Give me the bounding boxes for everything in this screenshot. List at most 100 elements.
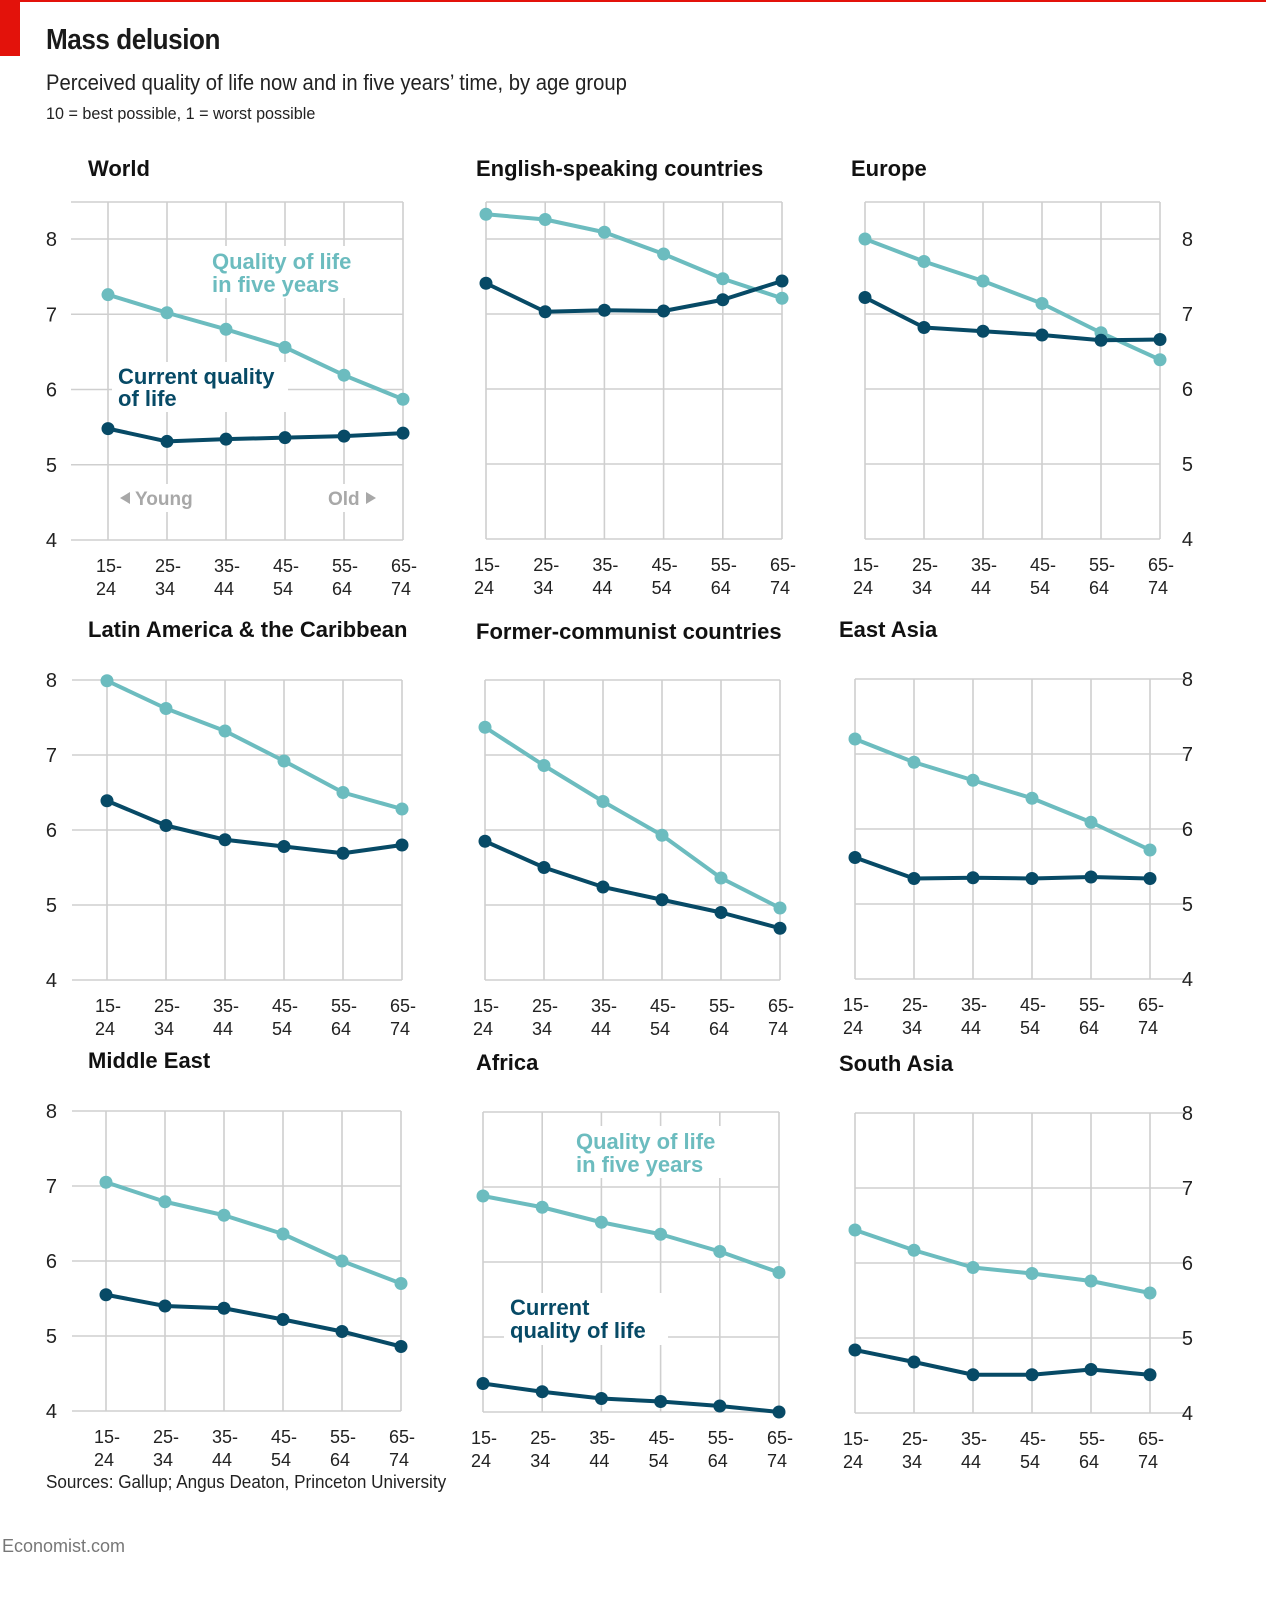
data-point-current xyxy=(907,872,921,885)
data-point-future xyxy=(277,754,291,768)
series-line-future xyxy=(107,292,404,402)
x-tick-label: 35- xyxy=(214,556,240,576)
x-tick-label: 45- xyxy=(271,1427,297,1447)
x-tick-label: 74 xyxy=(390,1019,410,1039)
data-point-current xyxy=(335,1325,349,1338)
x-tick-label: 54 xyxy=(1020,1452,1040,1472)
arrow-left-icon xyxy=(120,492,130,504)
data-point-current xyxy=(1094,333,1108,347)
x-tick-label: 55- xyxy=(330,1427,356,1447)
x-tick-label: 55- xyxy=(711,555,737,575)
panel-title-middle-east: Middle East xyxy=(88,1048,211,1073)
x-tick-label: 65- xyxy=(389,1427,415,1447)
series-line-current xyxy=(854,1348,1151,1377)
data-point-future xyxy=(907,755,921,769)
scale-note: 10 = best possible, 1 = worst possible xyxy=(46,104,316,123)
x-tick-label: 64 xyxy=(708,1451,728,1471)
x-tick-label: 45- xyxy=(1020,1429,1046,1449)
x-tick-label: 64 xyxy=(711,578,731,598)
series-line-future xyxy=(106,678,403,811)
x-tick-label: 34 xyxy=(155,579,175,599)
data-point-current xyxy=(1143,872,1157,885)
data-point-current xyxy=(716,293,730,307)
data-point-current xyxy=(772,1405,786,1419)
x-tick-label: 65- xyxy=(1148,555,1174,575)
data-point-future xyxy=(907,1243,921,1257)
x-tick-label: 35- xyxy=(592,555,618,575)
data-point-current xyxy=(395,838,409,852)
data-point-current xyxy=(101,422,115,436)
x-tick-label: 65- xyxy=(768,996,794,1016)
series-label-current: quality of life xyxy=(510,1318,646,1343)
series-line-future xyxy=(482,1194,780,1275)
data-point-current xyxy=(218,833,232,847)
y-tick-label: 5 xyxy=(46,455,57,477)
x-tick-label: 34 xyxy=(154,1019,174,1039)
x-tick-label: 64 xyxy=(330,1450,350,1470)
x-tick-label: 44 xyxy=(971,578,991,598)
x-tick-label: 35- xyxy=(212,1427,238,1447)
data-point-current xyxy=(597,303,611,317)
data-point-future xyxy=(1035,297,1049,310)
data-point-current xyxy=(596,880,610,894)
data-point-current xyxy=(966,1368,980,1382)
x-tick-label: 24 xyxy=(471,1451,491,1471)
data-point-current xyxy=(917,321,931,334)
data-point-future xyxy=(848,732,862,746)
label-backdrop xyxy=(206,246,366,298)
y-tick-label: 6 xyxy=(1182,379,1193,401)
data-point-current xyxy=(160,434,174,448)
panel-title-world: World xyxy=(88,156,150,181)
x-tick-label: 54 xyxy=(271,1450,291,1470)
series-line-current xyxy=(484,839,781,931)
x-tick-label: 15- xyxy=(474,555,500,575)
data-point-current xyxy=(1084,1363,1098,1376)
data-point-current xyxy=(100,794,114,808)
x-tick-label: 65- xyxy=(770,555,796,575)
data-point-current xyxy=(657,304,671,318)
y-tick-label: 6 xyxy=(46,820,57,842)
x-tick-label: 74 xyxy=(391,579,411,599)
x-tick-label: 55- xyxy=(1079,1429,1105,1449)
chart-title: Mass delusion xyxy=(46,24,220,56)
y-tick-label: 4 xyxy=(1182,529,1193,551)
y-tick-label: 6 xyxy=(1182,1253,1193,1275)
x-tick-label: 64 xyxy=(709,1019,729,1039)
young-label: Young xyxy=(135,489,193,510)
data-point-future xyxy=(594,1215,608,1229)
x-tick-label: 64 xyxy=(1079,1018,1099,1038)
x-tick-label: 44 xyxy=(213,1019,233,1039)
x-tick-label: 44 xyxy=(961,1452,981,1472)
y-tick-label: 7 xyxy=(1182,304,1193,326)
data-point-future xyxy=(276,1227,290,1241)
x-tick-label: 55- xyxy=(331,996,357,1016)
y-tick-label: 6 xyxy=(46,380,57,402)
series-line-future xyxy=(485,212,783,301)
x-tick-label: 15- xyxy=(471,1428,497,1448)
data-point-future xyxy=(848,1223,862,1237)
label-backdrop xyxy=(504,1293,668,1345)
series-label-future: Quality of life xyxy=(212,249,351,274)
data-point-current xyxy=(714,906,728,919)
x-tick-label: 24 xyxy=(843,1018,863,1038)
y-tick-label: 8 xyxy=(46,1101,57,1123)
x-tick-label: 15- xyxy=(94,1427,120,1447)
x-tick-label: 25- xyxy=(902,1429,928,1449)
data-point-current xyxy=(858,291,872,304)
data-point-future xyxy=(597,225,611,239)
data-point-current xyxy=(1025,872,1039,885)
y-tick-label: 7 xyxy=(46,745,57,767)
y-tick-label: 4 xyxy=(46,970,57,992)
data-point-current xyxy=(479,276,493,290)
x-tick-label: 35- xyxy=(213,996,239,1016)
data-point-current xyxy=(773,921,787,935)
x-tick-label: 64 xyxy=(332,579,352,599)
data-point-current xyxy=(337,429,351,443)
x-tick-label: 44 xyxy=(212,1450,232,1470)
data-point-current xyxy=(907,1355,921,1369)
data-point-future xyxy=(537,759,551,772)
data-point-current xyxy=(336,846,350,860)
data-point-current xyxy=(1153,333,1167,346)
x-tick-label: 74 xyxy=(767,1451,787,1471)
y-tick-label: 7 xyxy=(46,1176,57,1198)
